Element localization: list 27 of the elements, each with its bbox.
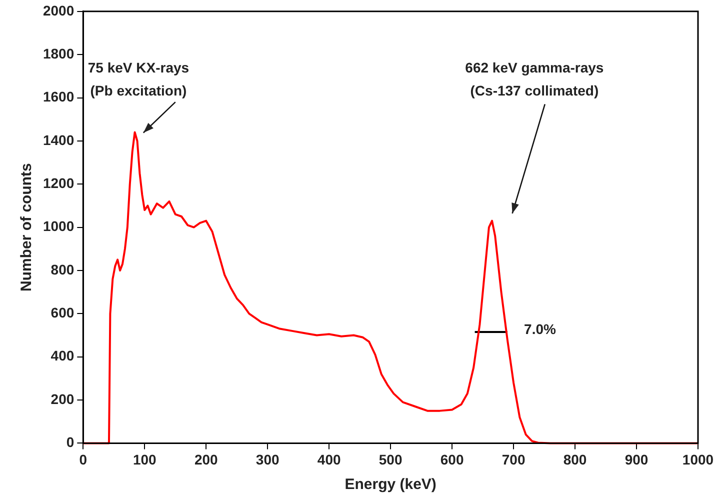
x-tick-label: 500 <box>378 451 402 468</box>
y-tick-label: 600 <box>50 304 74 321</box>
x-axis-title: Energy (keV) <box>344 476 436 494</box>
y-axis-title: Number of counts <box>18 163 36 292</box>
x-tick-label: 900 <box>624 451 648 468</box>
y-tick-label: 1400 <box>42 132 74 148</box>
x-tick-label: 800 <box>563 451 587 468</box>
y-tick-label: 1200 <box>42 174 74 191</box>
annotation: 662 keV gamma-rays (Cs-137 collimated) <box>465 59 604 98</box>
y-tick-label: 1600 <box>42 88 74 105</box>
y-tick-label: 0 <box>66 434 74 450</box>
y-tick-label: 1000 <box>42 218 74 234</box>
annotation: 75 keV KX-rays (Pb excitation) <box>88 59 190 98</box>
x-tick-label: 0 <box>79 451 88 468</box>
y-tick-label: 1800 <box>42 45 74 62</box>
x-tick-label: 1000 <box>682 451 714 468</box>
x-tick-label: 100 <box>132 451 157 468</box>
x-tick-label: 200 <box>194 451 218 468</box>
y-tick-label: 200 <box>50 390 74 407</box>
x-tick-label: 300 <box>256 451 280 468</box>
y-tick-label: 800 <box>50 261 74 278</box>
y-tick-label: 2000 <box>42 2 74 18</box>
annotation: 7.0% <box>524 320 556 337</box>
y-tick-label: 400 <box>50 348 74 364</box>
x-tick-label: 700 <box>502 451 526 468</box>
x-tick-label: 600 <box>440 451 464 468</box>
x-tick-label: 400 <box>317 451 341 468</box>
